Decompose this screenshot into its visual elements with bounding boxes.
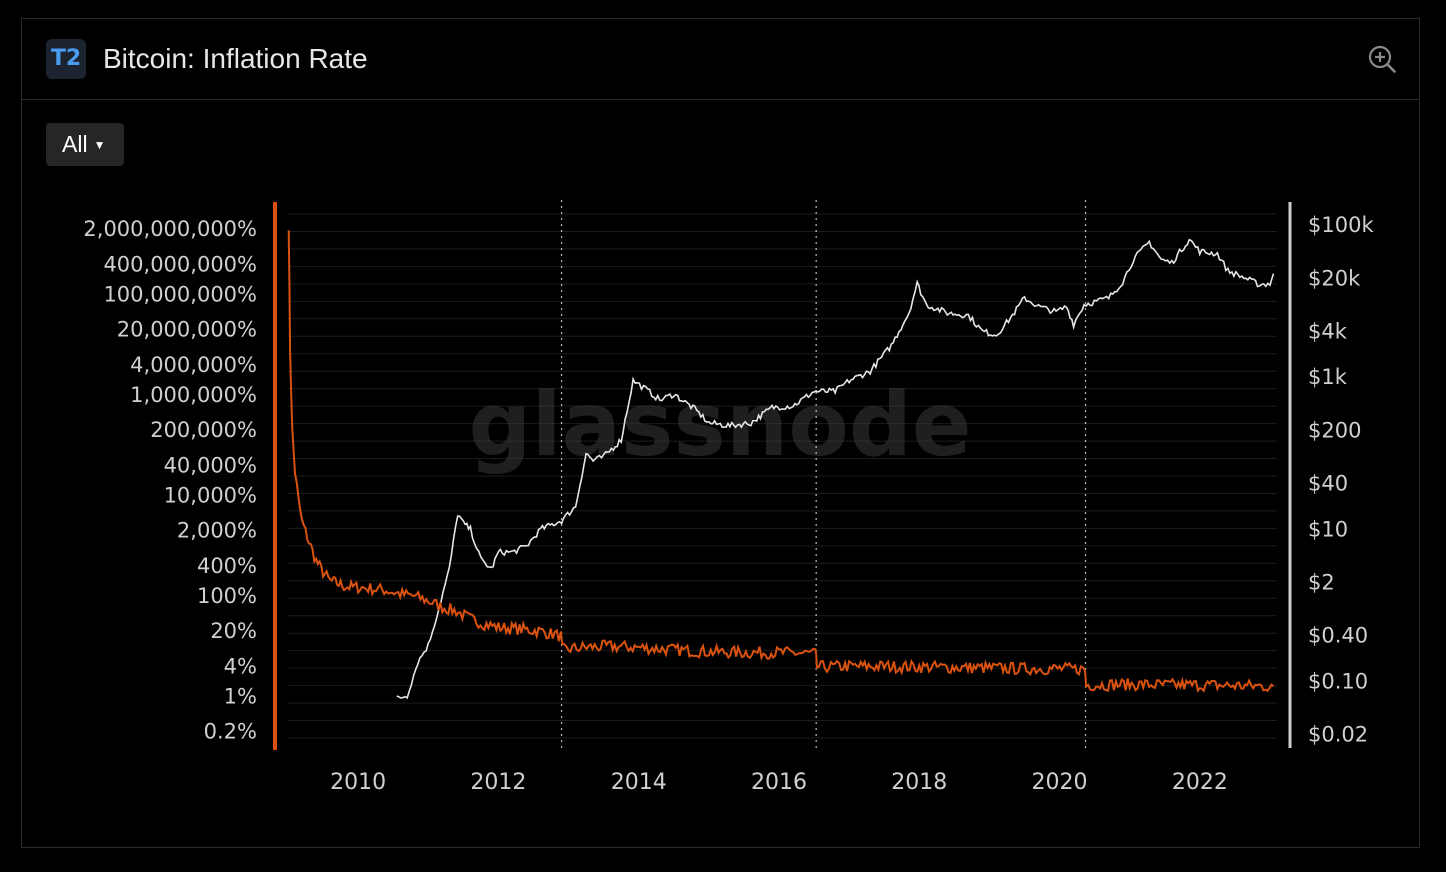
left-tick-label: 10,000% — [164, 484, 257, 508]
left-tick-label: 4% — [224, 654, 257, 678]
x-axis-ticks: 2010 2012 2014 2016 2018 2020 2022 — [330, 770, 1228, 795]
right-tick-label: $0.10 — [1308, 669, 1368, 693]
right-tick-label: $20k — [1308, 266, 1361, 290]
right-tick-label: $10 — [1308, 517, 1348, 541]
zoom-in-icon[interactable] — [1367, 44, 1397, 74]
right-tick-label: $1k — [1308, 365, 1348, 389]
left-tick-label: 4,000,000% — [130, 353, 257, 377]
left-tick-label: 100,000,000% — [103, 283, 257, 307]
right-tick-label: $0.02 — [1308, 723, 1368, 747]
left-tick-label: 200,000% — [150, 418, 257, 442]
tier-badge: T2 — [46, 39, 86, 79]
right-tick-label: $2 — [1308, 570, 1335, 594]
grid — [288, 213, 1277, 739]
x-tick-label: 2016 — [751, 770, 807, 795]
x-tick-label: 2014 — [611, 770, 667, 795]
chart-panel: T2 Bitcoin: Inflation Rate All ▼ — [21, 18, 1420, 848]
right-tick-label: $100k — [1308, 213, 1374, 237]
x-tick-label: 2012 — [470, 770, 526, 795]
left-tick-label: 400,000,000% — [103, 252, 257, 276]
right-axis-ticks: $100k $20k $4k $1k $200 $40 $10 $2 $0.40 $0.10 $0.… — [1308, 213, 1374, 746]
left-tick-label: 1% — [224, 685, 257, 709]
halving-lines — [560, 200, 1087, 750]
left-tick-label: 20,000,000% — [117, 318, 257, 342]
left-tick-label: 1,000,000% — [130, 383, 257, 407]
left-tick-label: 2,000% — [177, 519, 257, 543]
x-tick-label: 2022 — [1172, 770, 1228, 795]
inflation-series-line — [287, 230, 1275, 693]
panel-header: T2 Bitcoin: Inflation Rate — [22, 19, 1419, 100]
left-tick-label: 400% — [197, 554, 257, 578]
x-tick-label: 2018 — [891, 770, 947, 795]
left-tick-label: 100% — [197, 584, 257, 608]
left-tick-label: 20% — [210, 619, 257, 643]
time-range-label: All — [62, 131, 88, 157]
right-tick-label: $40 — [1308, 472, 1348, 496]
right-tick-label: $200 — [1308, 418, 1361, 442]
left-tick-label: 2,000,000,000% — [83, 217, 257, 241]
page-title: Bitcoin: Inflation Rate — [103, 43, 368, 74]
left-tick-label: 0.2% — [204, 720, 257, 744]
left-axis-ticks: 2,000,000,000% 400,000,000% 100,000,000% 20… — [83, 217, 257, 744]
price-series-line — [396, 238, 1275, 700]
x-tick-label: 2010 — [330, 770, 386, 795]
x-tick-label: 2020 — [1032, 770, 1088, 795]
caret-down-icon: ▼ — [93, 138, 106, 152]
right-tick-label: $4k — [1308, 319, 1348, 343]
right-tick-label: $0.40 — [1308, 624, 1368, 648]
left-tick-label: 40,000% — [164, 453, 257, 477]
time-range-select[interactable]: All ▼ — [46, 123, 124, 166]
